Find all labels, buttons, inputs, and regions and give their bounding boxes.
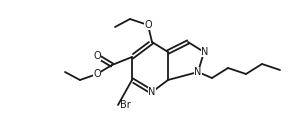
Text: O: O [144,20,152,30]
Text: N: N [194,67,202,77]
Text: O: O [93,69,101,79]
Text: O: O [93,51,101,61]
Text: N: N [148,87,156,97]
Text: Br: Br [120,100,131,110]
Text: N: N [201,47,209,57]
